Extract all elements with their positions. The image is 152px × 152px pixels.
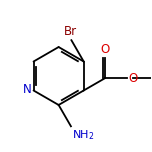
Text: Br: Br	[63, 25, 76, 38]
Text: NH$_2$: NH$_2$	[72, 128, 95, 142]
Text: O: O	[100, 43, 110, 56]
Text: N: N	[23, 83, 32, 96]
Text: O: O	[128, 72, 137, 85]
